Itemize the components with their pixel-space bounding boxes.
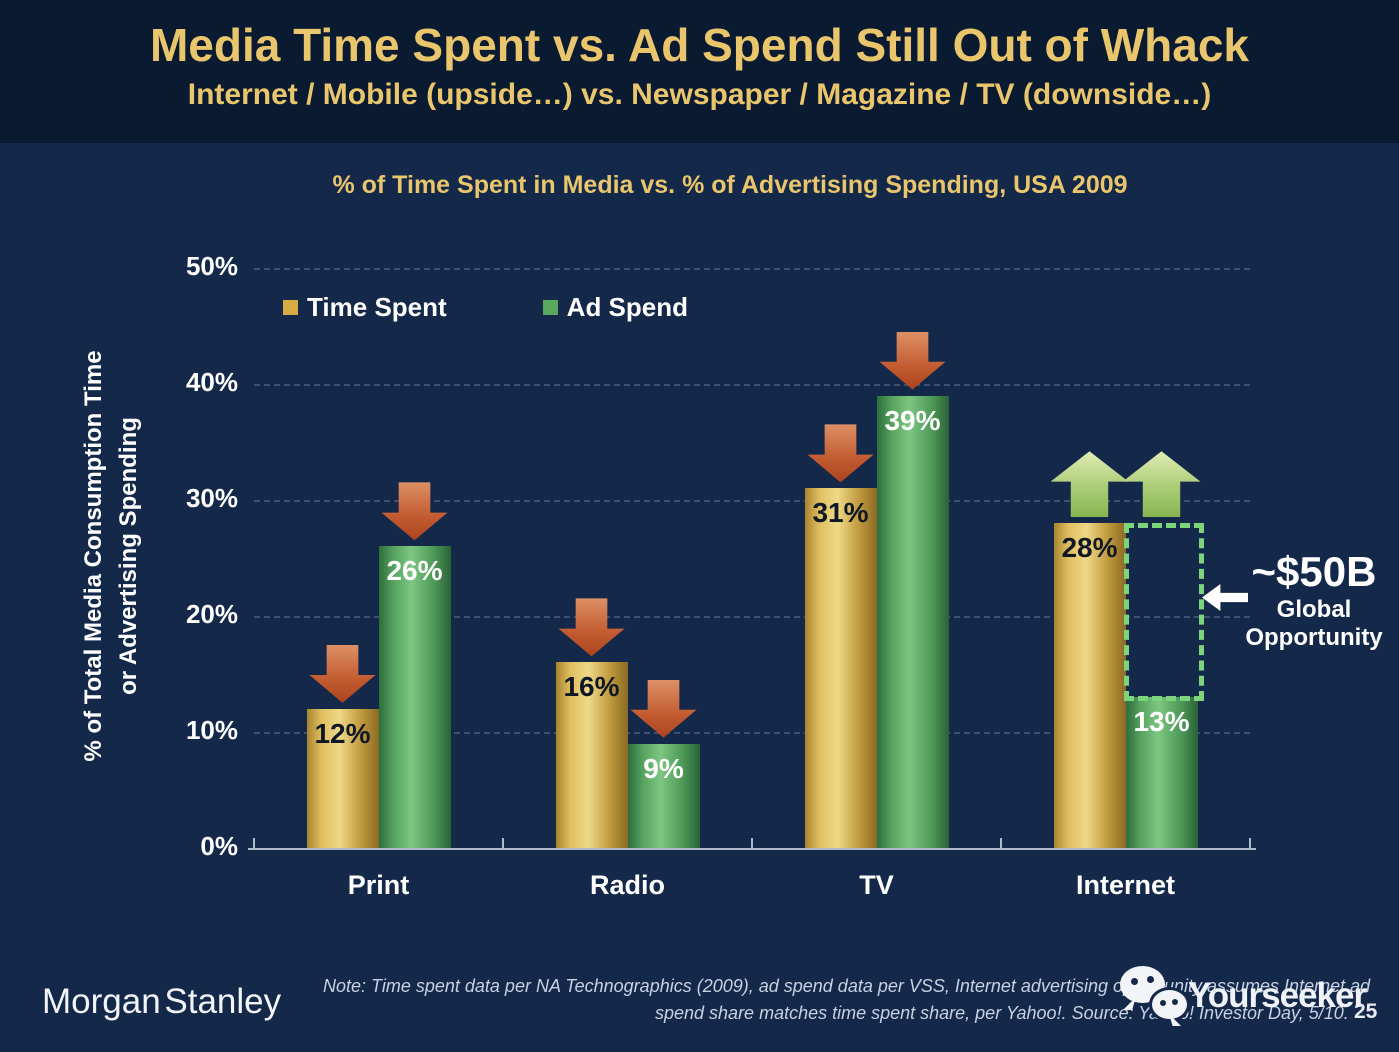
watermark-text: Yourseeker bbox=[1188, 976, 1367, 1015]
x-axis-tick bbox=[751, 838, 753, 848]
opportunity-label-line2: Opportunity bbox=[1245, 624, 1383, 652]
y-axis-title: % of Total Media Consumption Time or Adv… bbox=[77, 350, 147, 761]
wechat-icon-eye bbox=[1172, 999, 1178, 1005]
bar-value-label: 31% bbox=[812, 497, 869, 529]
x-axis-tick bbox=[1000, 838, 1002, 848]
legend-label-ad-spend: Ad Spend bbox=[566, 292, 689, 322]
down-arrow-icon bbox=[630, 679, 697, 738]
gridline-30pct bbox=[254, 500, 1250, 502]
opportunity-label-line1: Global bbox=[1276, 596, 1352, 623]
legend-swatch-ad-spend-icon bbox=[542, 300, 558, 315]
wechat-icon-small-bubble bbox=[1149, 987, 1190, 1022]
y-axis-tick-label: 40% bbox=[185, 367, 238, 397]
up-arrow-icon bbox=[1122, 451, 1201, 518]
bar-print-ad-spend: 26% bbox=[378, 546, 451, 848]
bar-print-time-spent: 12% bbox=[306, 708, 379, 848]
x-axis-category-label: Radio bbox=[589, 870, 665, 900]
up-arrow-icon bbox=[1050, 451, 1129, 518]
bar-tv-time-spent: 31% bbox=[804, 488, 877, 848]
legend-item-ad-spend: Ad Spend bbox=[542, 292, 689, 323]
footnote-line1: Note: Time spent data per NA Technograph… bbox=[323, 976, 1371, 996]
bar-internet-ad-spend: 13% bbox=[1125, 697, 1198, 848]
gridline-20pct bbox=[254, 616, 1250, 618]
x-axis-category-label: Internet bbox=[1075, 870, 1175, 900]
legend-swatch-time-spent-icon bbox=[283, 300, 298, 315]
page-number: 25 bbox=[1354, 1000, 1378, 1023]
bar-value-label: 39% bbox=[884, 404, 941, 436]
bar-radio-time-spent: 16% bbox=[555, 662, 628, 848]
morgan-stanley-logo: Morgan Stanley bbox=[42, 982, 282, 1021]
legend-item-time-spent: Time Spent bbox=[283, 292, 447, 323]
bar-value-label: 9% bbox=[643, 752, 684, 784]
chart-title: % of Time Spent in Media vs. % of Advert… bbox=[332, 171, 1128, 199]
bar-value-label: 12% bbox=[314, 717, 371, 749]
down-arrow-icon bbox=[807, 424, 874, 483]
wechat-icon-eye bbox=[1160, 1000, 1166, 1006]
down-arrow-icon bbox=[558, 598, 625, 657]
x-axis-line bbox=[248, 848, 1256, 850]
y-axis-title-line1: % of Total Media Consumption Time bbox=[80, 350, 108, 762]
down-arrow-icon bbox=[309, 644, 376, 703]
bar-value-label: 26% bbox=[386, 555, 443, 587]
x-axis-tick bbox=[1249, 838, 1251, 848]
opportunity-dashed-box bbox=[1123, 523, 1204, 702]
plot-area: 0% 10% 20% 30% 40% 50% 12% 26% Print 16% 9% Radio 31… bbox=[186, 251, 1256, 900]
x-axis-tick bbox=[502, 838, 504, 848]
x-axis-tick bbox=[253, 838, 255, 848]
y-axis-tick-label: 20% bbox=[185, 599, 238, 629]
y-axis-tick-label: 50% bbox=[185, 251, 238, 281]
x-axis-category-label: TV bbox=[859, 870, 894, 900]
watermark: Yourseeker bbox=[1112, 960, 1392, 1030]
wechat-icon-eye bbox=[1147, 976, 1154, 983]
slide-header: Media Time Spent vs. Ad Spend Still Out … bbox=[0, 0, 1399, 143]
legend-label-time-spent: Time Spent bbox=[307, 292, 447, 322]
gridline-50pct bbox=[254, 268, 1250, 270]
bar-internet-time-spent: 28% bbox=[1053, 523, 1126, 848]
bar-value-label: 28% bbox=[1061, 532, 1118, 564]
slide-title: Media Time Spent vs. Ad Spend Still Out … bbox=[149, 19, 1250, 71]
gridline-40pct bbox=[254, 384, 1250, 386]
bar-value-label: 13% bbox=[1133, 706, 1190, 738]
y-axis-title-line2: or Advertising Spending bbox=[115, 417, 142, 695]
y-axis-tick-label: 0% bbox=[200, 831, 238, 861]
bar-tv-ad-spend: 39% bbox=[876, 395, 949, 848]
y-axis-tick-label: 10% bbox=[185, 715, 238, 745]
opportunity-value: ~$50B bbox=[1251, 548, 1377, 595]
gridline-10pct bbox=[254, 732, 1250, 734]
bar-value-label: 16% bbox=[563, 671, 620, 703]
wechat-icon-eye bbox=[1131, 978, 1138, 985]
chart-legend: Time Spent Ad Spend bbox=[283, 292, 688, 323]
down-arrow-icon bbox=[879, 331, 946, 390]
x-axis-category-label: Print bbox=[347, 870, 410, 900]
opportunity-annotation: ~$50B Global Opportunity bbox=[1230, 548, 1398, 653]
down-arrow-icon bbox=[381, 482, 448, 541]
slide-subtitle: Internet / Mobile (upside…) vs. Newspape… bbox=[187, 78, 1212, 111]
y-axis-tick-label: 30% bbox=[185, 483, 238, 513]
bar-radio-ad-spend: 9% bbox=[627, 743, 700, 848]
